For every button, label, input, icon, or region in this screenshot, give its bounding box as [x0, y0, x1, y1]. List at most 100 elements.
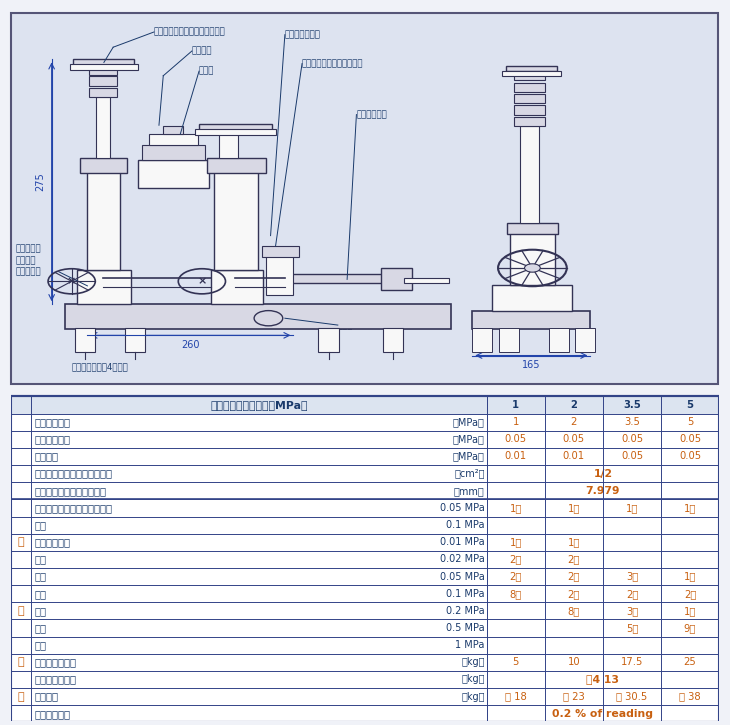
Text: 《: 《 — [34, 640, 46, 650]
Text: 重: 重 — [18, 537, 24, 547]
Text: 2個: 2個 — [568, 555, 580, 564]
Text: 0.01: 0.01 — [563, 452, 585, 462]
Text: 1個: 1個 — [568, 537, 580, 547]
Text: 2個: 2個 — [568, 589, 580, 599]
Text: 約4 13: 約4 13 — [586, 674, 620, 684]
Text: 165: 165 — [523, 360, 541, 370]
Bar — [75, 328, 96, 352]
Bar — [199, 125, 272, 130]
Bar — [211, 270, 263, 304]
Bar — [472, 310, 591, 329]
Text: 0.2 MPa: 0.2 MPa — [446, 606, 485, 616]
Bar — [404, 278, 449, 283]
Text: （mm）: （mm） — [454, 486, 485, 496]
Bar — [549, 328, 569, 352]
Text: 0.05: 0.05 — [504, 434, 527, 444]
Text: ピストン・シリンダ表示量: ピストン・シリンダ表示量 — [34, 503, 112, 513]
Text: （kg）: （kg） — [461, 692, 485, 702]
Bar — [514, 105, 545, 115]
Text: 3個: 3個 — [626, 571, 638, 581]
Bar — [11, 671, 719, 688]
Text: 260: 260 — [181, 340, 200, 350]
Text: 1個: 1個 — [684, 503, 696, 513]
Text: 7.979: 7.979 — [585, 486, 620, 496]
Bar — [499, 328, 519, 352]
Bar — [196, 130, 276, 135]
Bar — [266, 249, 293, 294]
Bar — [11, 448, 719, 465]
Text: ピストン重錘（最小測定圧力）: ピストン重錘（最小測定圧力） — [154, 28, 226, 36]
Bar — [520, 126, 539, 223]
Text: 0.05: 0.05 — [679, 434, 701, 444]
Text: 3個: 3個 — [626, 606, 638, 616]
Text: 水平調整ねじ（4ヵ所）: 水平調整ねじ（4ヵ所） — [72, 362, 128, 371]
Text: 5個: 5個 — [626, 623, 638, 633]
Text: 重錘表示量: 重錘表示量 — [34, 537, 70, 547]
Bar — [507, 223, 558, 233]
Text: 0.05: 0.05 — [621, 452, 643, 462]
Text: 0.01: 0.01 — [504, 452, 527, 462]
Text: 2個: 2個 — [510, 555, 522, 564]
Bar — [11, 500, 719, 516]
Bar — [491, 285, 572, 310]
Text: 圧　　　　力　　　（MPa）: 圧 力 （MPa） — [210, 400, 307, 410]
Text: 総質量: 総質量 — [34, 692, 58, 702]
Bar — [11, 465, 719, 482]
Text: 《: 《 — [34, 623, 46, 633]
Text: 《: 《 — [34, 589, 46, 599]
Bar — [73, 59, 134, 65]
Bar — [89, 88, 118, 97]
Text: 《: 《 — [34, 555, 46, 564]
Bar — [382, 268, 412, 291]
Bar — [11, 482, 719, 500]
Bar — [514, 71, 545, 80]
Bar — [11, 397, 719, 413]
Text: （kg）: （kg） — [461, 658, 485, 667]
Circle shape — [525, 264, 540, 272]
Text: 最小測定圧力: 最小測定圧力 — [34, 434, 70, 444]
Bar — [126, 328, 145, 352]
Text: 1: 1 — [512, 417, 519, 427]
Text: 1: 1 — [512, 400, 519, 410]
Text: 0.05 MPa: 0.05 MPa — [440, 503, 485, 513]
Text: 1個: 1個 — [510, 503, 522, 513]
Text: ×: × — [197, 276, 207, 286]
Bar — [207, 158, 266, 173]
Bar — [11, 585, 719, 602]
Text: 1個: 1個 — [568, 503, 580, 513]
Bar — [11, 637, 719, 654]
Text: 5: 5 — [687, 417, 694, 427]
Text: 5: 5 — [686, 400, 693, 410]
Text: 《: 《 — [34, 606, 46, 616]
Text: 0.01 MPa: 0.01 MPa — [440, 537, 485, 547]
Bar — [11, 413, 719, 431]
Text: 25: 25 — [683, 658, 696, 667]
Bar — [11, 568, 719, 585]
Text: シリンダ: シリンダ — [16, 256, 36, 265]
Text: 約 18: 約 18 — [505, 692, 527, 702]
Text: ストップ弁: ストップ弁 — [16, 268, 42, 276]
Text: 2: 2 — [571, 417, 577, 427]
Bar — [11, 654, 719, 671]
Text: 1/2: 1/2 — [593, 468, 612, 479]
Text: 3.5: 3.5 — [624, 417, 640, 427]
Bar — [96, 97, 110, 158]
Text: 2個: 2個 — [684, 589, 696, 599]
Bar — [88, 167, 120, 270]
Text: 約 30.5: 約 30.5 — [616, 692, 648, 702]
Text: 1個: 1個 — [684, 606, 696, 616]
Text: （cm²）: （cm²） — [454, 468, 485, 479]
Bar — [80, 158, 127, 173]
Bar — [262, 246, 299, 257]
Bar — [472, 328, 492, 352]
Bar — [11, 551, 719, 568]
Bar — [514, 117, 545, 126]
Text: ピストン・: ピストン・ — [16, 244, 42, 254]
Text: 275: 275 — [35, 173, 45, 191]
Bar — [69, 65, 137, 70]
Bar — [11, 516, 719, 534]
Text: 0.5 MPa: 0.5 MPa — [446, 623, 485, 633]
Text: 0.05: 0.05 — [679, 452, 701, 462]
Bar — [164, 126, 183, 134]
Text: 本体の総質量: 本体の総質量 — [34, 674, 77, 684]
